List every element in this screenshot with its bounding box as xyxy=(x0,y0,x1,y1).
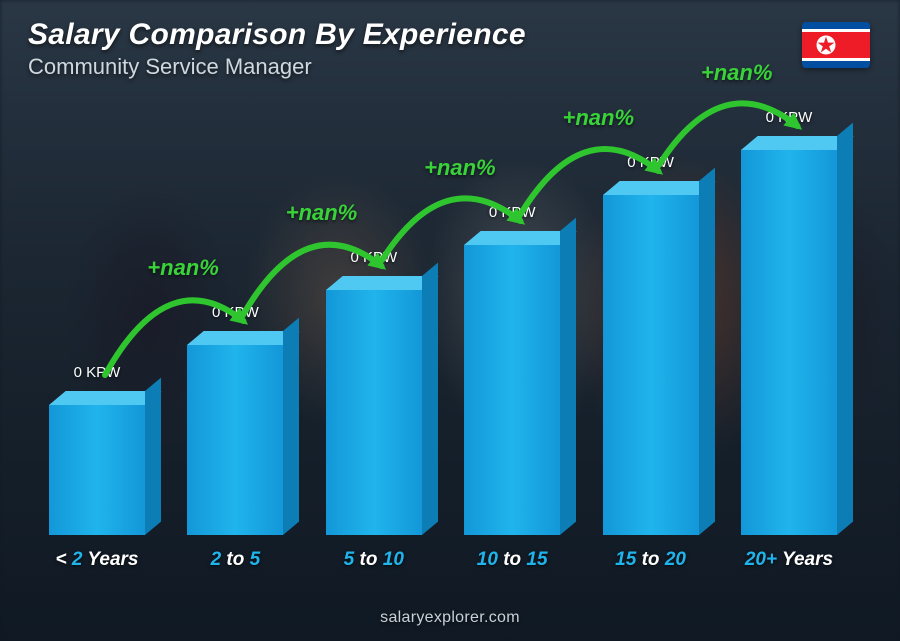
category-label: 20+ Years xyxy=(730,549,848,571)
bar-chart: 0 KPW0 KPW0 KPW0 KPW0 KPW0 KPW < 2 Years… xyxy=(38,125,848,565)
bar-slot: 0 KPW xyxy=(730,109,848,535)
bar-value-label: 0 KPW xyxy=(627,154,674,171)
bar-value-label: 0 KPW xyxy=(350,249,397,266)
bar xyxy=(187,345,283,535)
footer-attribution: salaryexplorer.com xyxy=(0,609,900,627)
category-label: 15 to 20 xyxy=(592,549,710,571)
pct-increase-label: +nan% xyxy=(562,105,634,131)
bar-value-label: 0 KPW xyxy=(489,204,536,221)
page-title: Salary Comparison By Experience xyxy=(28,18,872,52)
bar-slot: 0 KPW xyxy=(315,249,433,535)
bar-slot: 0 KPW xyxy=(176,304,294,535)
bar-slot: 0 KPW xyxy=(592,154,710,535)
bars-container: 0 KPW0 KPW0 KPW0 KPW0 KPW0 KPW xyxy=(38,125,848,535)
category-label: 10 to 15 xyxy=(453,549,571,571)
pct-increase-label: +nan% xyxy=(701,60,773,86)
bar-value-label: 0 KPW xyxy=(766,109,813,126)
bar-slot: 0 KPW xyxy=(38,364,156,535)
bar xyxy=(603,195,699,535)
category-label: 5 to 10 xyxy=(315,549,433,571)
category-label: 2 to 5 xyxy=(176,549,294,571)
category-label: < 2 Years xyxy=(38,549,156,571)
bar-slot: 0 KPW xyxy=(453,204,571,535)
bar xyxy=(326,290,422,535)
pct-increase-label: +nan% xyxy=(147,255,219,281)
pct-increase-label: +nan% xyxy=(286,200,358,226)
bar-value-label: 0 KPW xyxy=(74,364,121,381)
bar xyxy=(464,245,560,535)
bar xyxy=(49,405,145,535)
category-labels: < 2 Years 2 to 5 5 to 10 10 to 15 15 to 20 20… xyxy=(38,549,848,571)
north-korea-flag-icon xyxy=(802,22,870,68)
pct-increase-label: +nan% xyxy=(424,155,496,181)
bar-value-label: 0 KPW xyxy=(212,304,259,321)
bar xyxy=(741,150,837,535)
